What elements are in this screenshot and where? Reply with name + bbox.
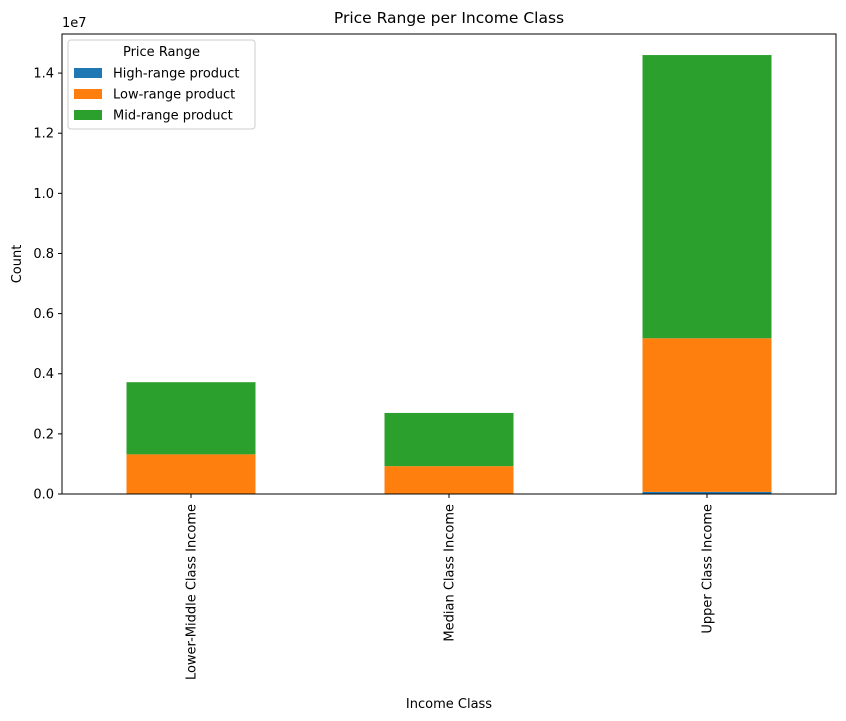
bar-upper-class-income-high-range-product	[642, 491, 772, 494]
bar-upper-class-income-low-range-product	[642, 338, 772, 492]
y-axis-offset-text: 1e7	[62, 16, 87, 31]
legend-label-high-range-product: High-range product	[113, 67, 240, 82]
x-tick-label-lower-middle-class-income: Lower-Middle Class Income	[185, 504, 200, 680]
y-tick-label: 0.6	[33, 307, 54, 322]
legend-label-mid-range-product: Mid-range product	[113, 109, 233, 124]
legend-swatch-low-range-product	[74, 89, 102, 99]
x-axis-ticks: Lower-Middle Class Income Median Class In…	[185, 494, 716, 680]
y-axis-ticks: 0.0 0.2 0.4 0.6 0.8 1.0 1.2 1.4	[33, 67, 62, 503]
legend-items: High-range product Low-range product Mid-r…	[74, 67, 240, 124]
legend-swatch-high-range-product	[74, 68, 102, 78]
x-tick-label-median-class-income: Median Class Income	[443, 504, 458, 642]
legend-label-low-range-product: Low-range product	[113, 88, 235, 103]
y-tick-label: 0.8	[33, 247, 54, 262]
y-tick-label: 0.2	[33, 427, 54, 442]
legend-box	[67, 39, 256, 130]
y-tick-label: 0.4	[33, 367, 54, 382]
legend-title: Price Range	[123, 45, 200, 60]
bar-lower-middle-class-income-mid-range-product	[126, 382, 256, 455]
bar-median-class-income-mid-range-product	[384, 412, 514, 467]
plot-area-frame	[61, 33, 837, 495]
y-axis-label: Count	[10, 245, 25, 284]
y-tick-label: 1.2	[33, 127, 54, 142]
bar-upper-class-income-mid-range-product	[642, 55, 772, 339]
y-tick-label: 1.0	[33, 187, 54, 202]
bar-median-class-income-low-range-product	[384, 466, 514, 494]
chart-title: Price Range per Income Class	[334, 9, 564, 27]
y-tick-label: 0.0	[33, 488, 54, 503]
y-tick-label: 1.4	[33, 67, 54, 82]
bar-lower-middle-class-income-low-range-product	[126, 454, 256, 494]
legend: Price Range High-range product Low-range …	[67, 39, 256, 130]
legend-swatch-mid-range-product	[74, 110, 102, 120]
x-tick-label-upper-class-income: Upper Class Income	[701, 504, 716, 634]
x-axis-label: Income Class	[406, 697, 492, 712]
bars-group	[126, 55, 772, 494]
